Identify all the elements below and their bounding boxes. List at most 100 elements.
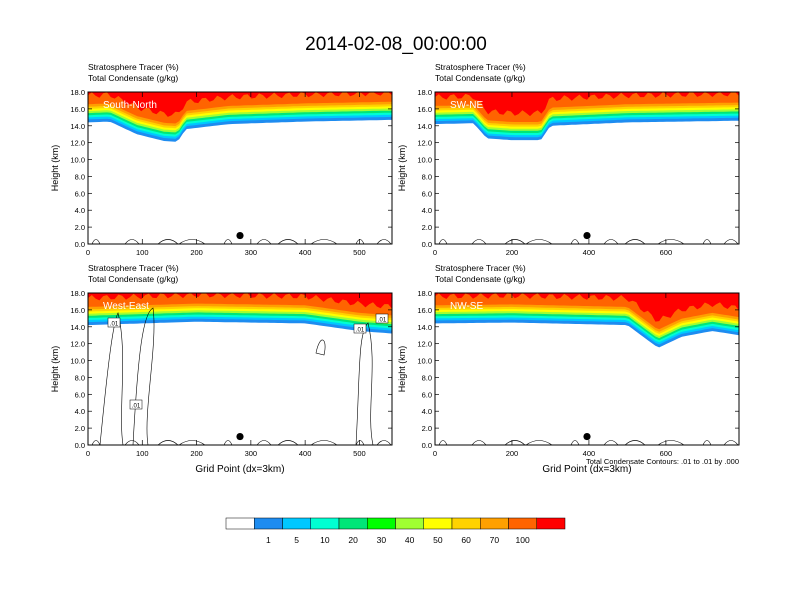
tracer-band [435,293,739,322]
colorbar-label: 70 [490,535,500,545]
y-tick-label: 2.0 [75,424,85,433]
y-tick-label: 8.0 [422,172,432,181]
plot-frame [87,292,393,446]
x-tick-label: 400 [583,248,596,257]
y-tick-label: 6.0 [422,390,432,399]
y-axis-label: Height (km) [397,145,407,192]
surface-contour [91,440,392,445]
x-tick-label: 300 [245,449,258,458]
contour-label: .01 [356,328,365,334]
panel-title-condensate: Total Condensate (g/kg) [88,73,178,83]
y-tick-label: 14.0 [417,323,432,332]
condensate-contours [438,239,739,244]
y-tick-label: 4.0 [422,407,432,416]
y-tick-label: 0.0 [422,240,432,249]
tracer-field [435,293,739,348]
condensate-contour [315,339,326,356]
colorbar-label: 20 [348,535,358,545]
colorbar-label: 30 [377,535,387,545]
y-axis-label: Height (km) [50,346,60,393]
y-tick-label: 12.0 [70,340,85,349]
colorbar-swatch [451,517,481,530]
contour-label: .01 [110,322,119,328]
colorbar-swatch [310,517,340,530]
colorbar-label: 5 [294,535,299,545]
colorbar-swatch [367,517,396,530]
y-tick-label: 6.0 [75,390,85,399]
panel-label: West-East [103,301,149,312]
y-tick-label: 2.0 [422,424,432,433]
tracer-band [88,293,392,309]
y-tick-label: 0.0 [75,441,85,450]
condensate-column-contour [132,307,155,445]
contour-label: .01 [132,404,141,410]
colorbar-label: 10 [320,535,330,545]
y-tick-label: 18.0 [70,88,85,97]
y-tick-label: 0.0 [422,441,432,450]
x-tick-label: 200 [190,248,203,257]
colorbar-swatch [508,517,537,530]
tracer-field [88,92,392,142]
colorbar-swatch [282,517,311,530]
tracer-band [88,92,392,117]
x-tick-label: 500 [353,449,366,458]
figure-title: 2014-02-08_00:00:00 [305,34,487,55]
condensate-contours [91,307,392,445]
y-tick-label: 10.0 [70,357,85,366]
station-marker [236,231,244,240]
panel-title-tracer: Stratosphere Tracer (%) [435,62,526,72]
y-axis-label: Height (km) [397,346,407,393]
y-tick-label: 14.0 [70,122,85,131]
surface-contour [438,239,739,244]
x-tick-label: 0 [433,449,437,458]
colorbar-swatch [338,517,368,530]
y-axis-label: Height (km) [50,145,60,192]
station-marker [236,432,244,441]
panel-label: NW-SE [450,301,483,312]
colorbar: 1 5 10 20 30 40 50 60 70 100 [225,517,566,545]
y-tick-label: 0.0 [75,240,85,249]
x-tick-label: 100 [136,248,149,257]
panel-title-condensate: Total Condensate (g/kg) [435,274,525,284]
y-tick-label: 18.0 [417,88,432,97]
surface-contour [91,239,392,244]
panel-nw-se: 0.0 2.0 4.0 6.0 8.0 10.0 12.0 14.0 16.0 18.0 0 200 4… [397,263,740,475]
panel-title-tracer: Stratosphere Tracer (%) [88,62,179,72]
colorbar-label: 60 [461,535,471,545]
x-axis-label: Grid Point (dx=3km) [195,464,284,475]
station-marker [583,231,591,240]
y-tick-label: 14.0 [417,122,432,131]
y-tick-label: 4.0 [75,206,85,215]
condensate-column-contour [99,312,124,445]
tracer-field [88,293,392,334]
x-tick-label: 0 [433,248,437,257]
panel-label: South-North [103,100,157,111]
panel-sw-ne: 0.0 2.0 4.0 6.0 8.0 10.0 12.0 14.0 16.0 18.0 0 200 4… [397,62,740,257]
condensate-contours [91,239,392,244]
x-tick-label: 300 [245,248,258,257]
colorbar-label: 100 [516,535,530,545]
station-marker [583,432,591,441]
x-tick-label: 0 [86,449,90,458]
y-tick-label: 10.0 [70,156,85,165]
y-tick-label: 6.0 [422,189,432,198]
y-tick-label: 12.0 [417,340,432,349]
panels: 0.0 2.0 4.0 6.0 8.0 10.0 12.0 14.0 16.0 18.0 0 100 2… [50,62,740,475]
surface-contour [438,440,739,445]
panel-south-north: 0.0 2.0 4.0 6.0 8.0 10.0 12.0 14.0 16.0 18.0 0 100 2… [50,62,393,257]
contour-footnote: Total Condensate Contours: .01 to .01 by… [586,457,739,466]
y-tick-label: 4.0 [75,407,85,416]
y-tick-label: 10.0 [417,357,432,366]
contour-label: .01 [378,318,387,324]
x-tick-label: 400 [299,449,312,458]
x-tick-label: 500 [353,248,366,257]
y-tick-label: 6.0 [75,189,85,198]
contour-label-box [129,399,143,410]
colorbar-label: 50 [433,535,443,545]
plot-frame [434,292,740,446]
y-tick-label: 2.0 [75,223,85,232]
colorbar-swatch [254,517,283,530]
y-tick-label: 14.0 [70,323,85,332]
panel-title-tracer: Stratosphere Tracer (%) [88,263,179,273]
